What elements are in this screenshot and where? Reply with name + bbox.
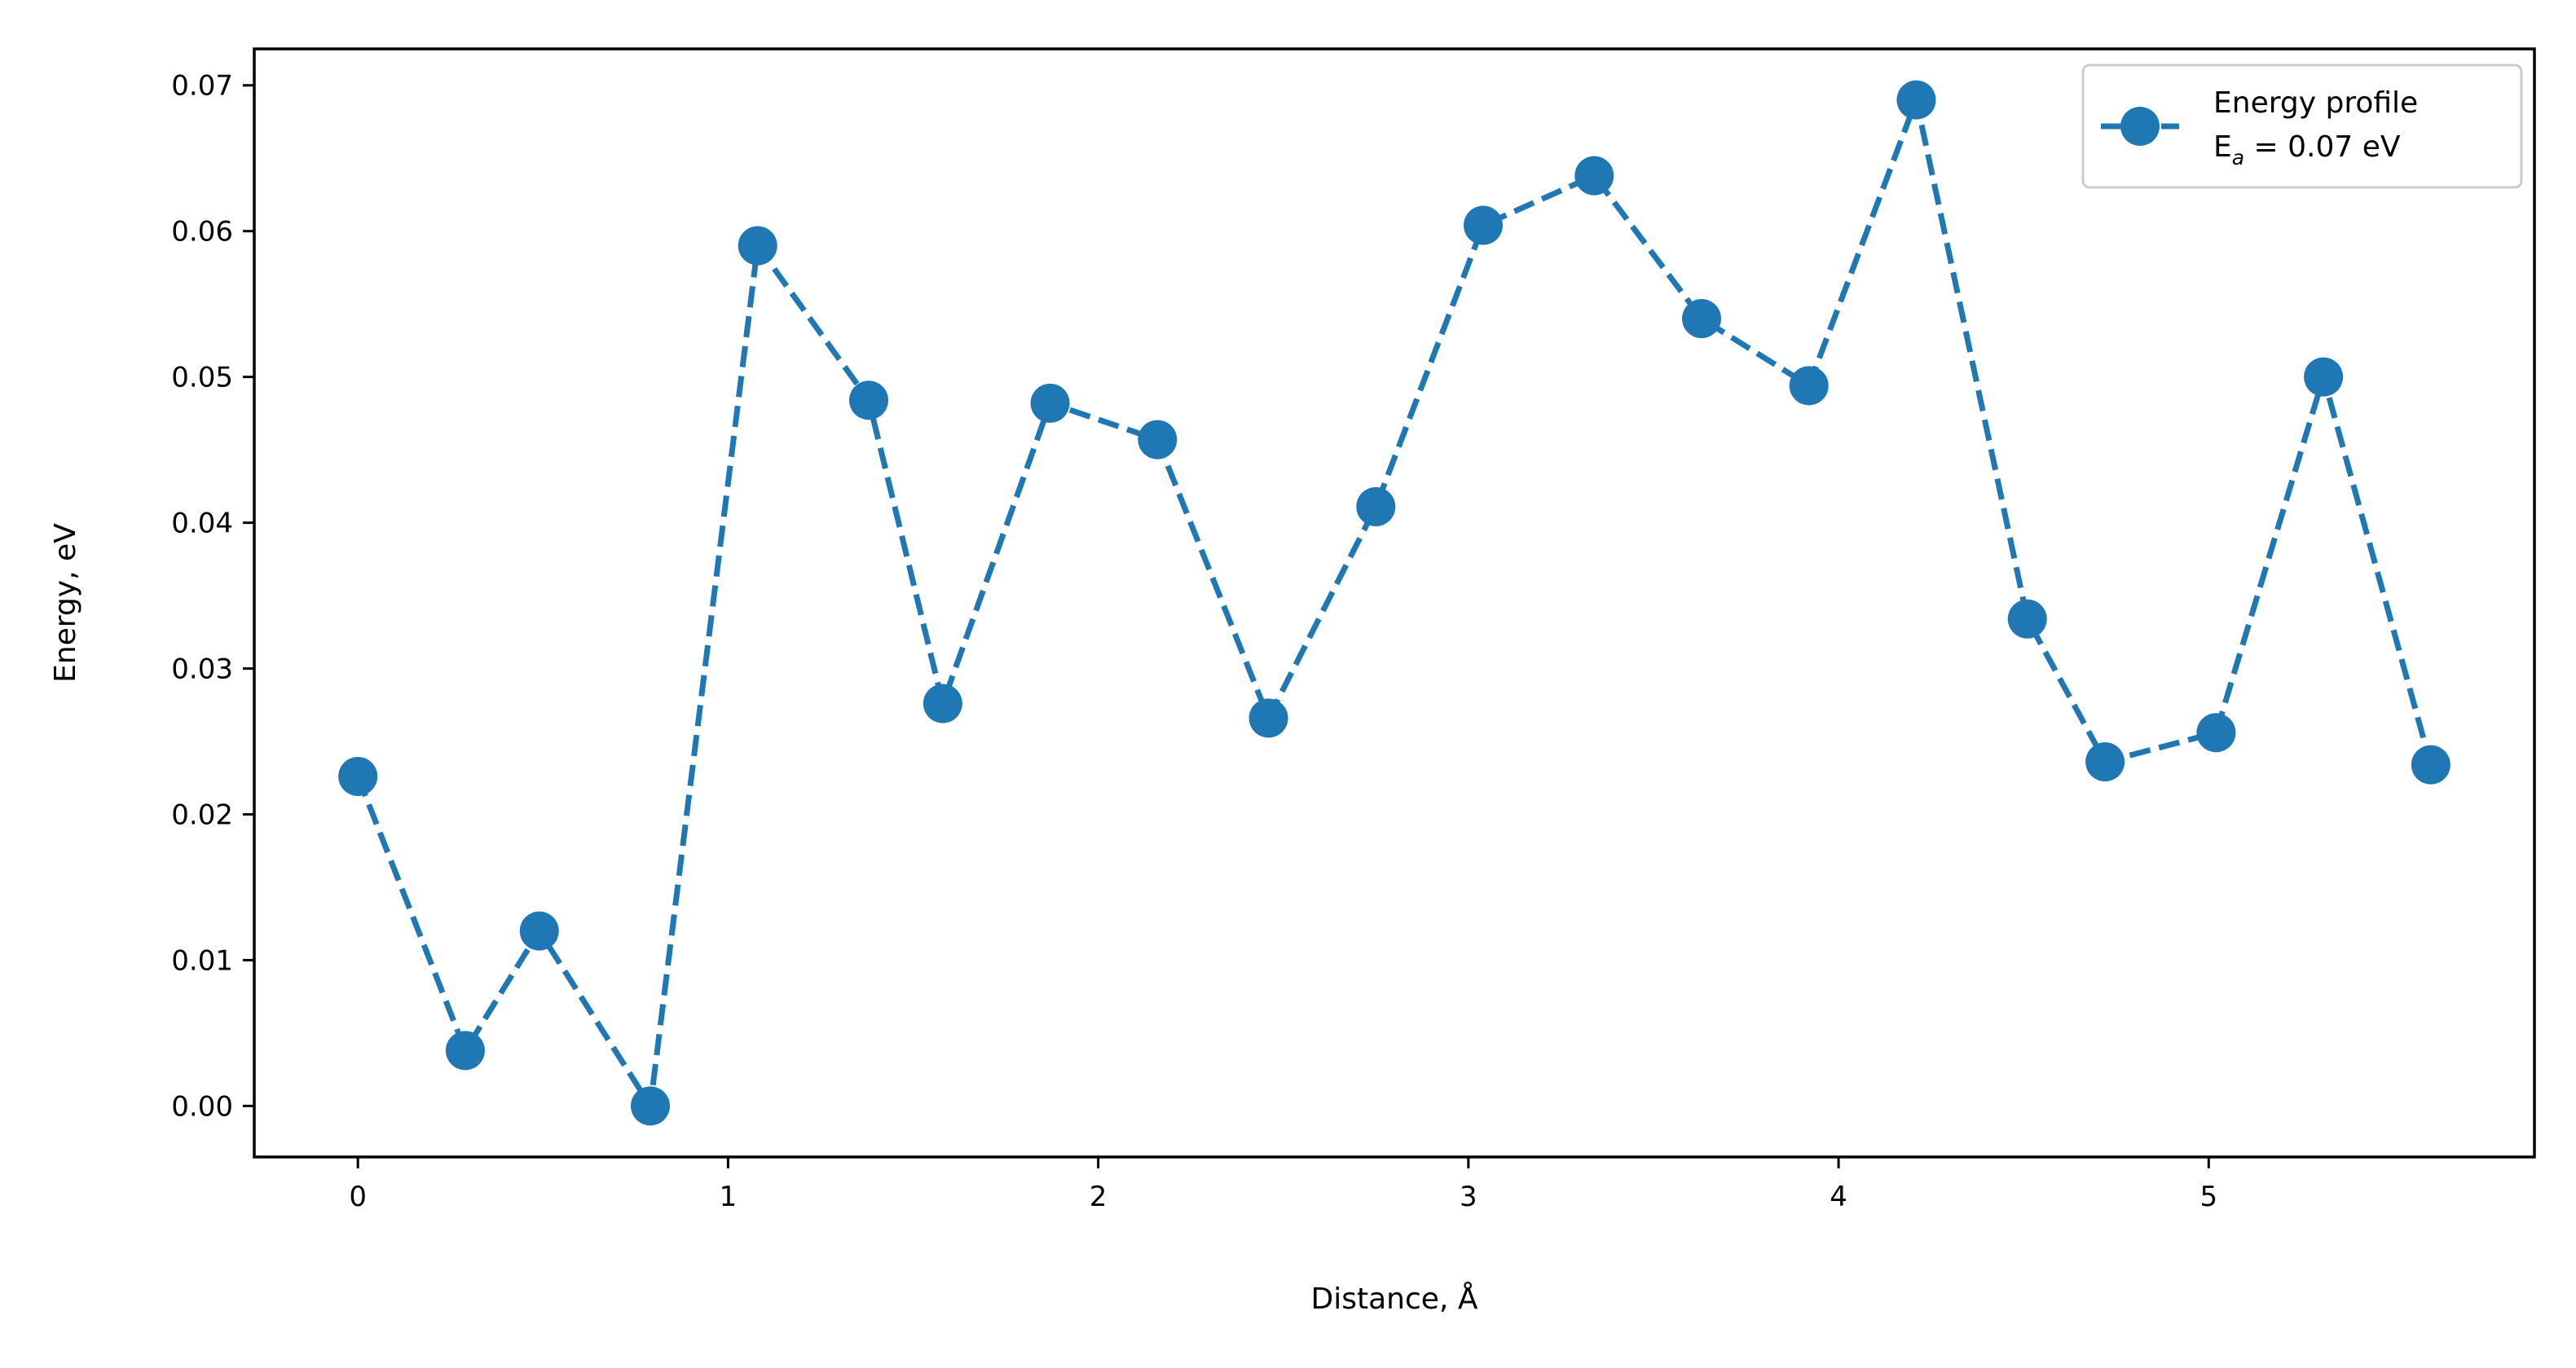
- y-tick-label: 0.05: [171, 362, 233, 394]
- axes-frame: [253, 47, 2536, 1159]
- data-point: [1248, 698, 1288, 738]
- series-line: [354, 97, 2434, 1109]
- y-tick-label: 0.01: [171, 944, 233, 977]
- y-tick-label: 0.07: [171, 70, 233, 103]
- x-tick-label: 0: [349, 1181, 367, 1213]
- x-tick-label: 1: [720, 1181, 738, 1213]
- data-point: [849, 380, 889, 420]
- data-point: [1138, 420, 1178, 460]
- data-point: [1896, 80, 1936, 120]
- legend: Energy profile Ea = 0.07 eV: [2081, 64, 2523, 189]
- legend-box: [2081, 64, 2523, 189]
- y-tick-label: 0.02: [171, 798, 233, 831]
- data-point: [519, 911, 559, 951]
- x-axis-label: Distance, Å: [1311, 1281, 1478, 1316]
- data-point: [1789, 366, 1829, 406]
- x-tick-label: 5: [2200, 1181, 2217, 1213]
- data-point: [1682, 299, 1722, 339]
- y-axis-label: Energy, eV: [49, 523, 82, 683]
- data-point: [923, 684, 962, 724]
- data-point: [445, 1031, 485, 1071]
- data-point: [2085, 742, 2125, 782]
- plot-area: [338, 80, 2451, 1126]
- legend-label-activation-energy: Ea = 0.07 eV: [2213, 130, 2401, 169]
- x-tick-label: 2: [1090, 1181, 1107, 1213]
- data-point: [1030, 383, 1070, 423]
- y-tick-label: 0.00: [171, 1090, 233, 1123]
- y-tick-label: 0.03: [171, 653, 233, 686]
- data-point: [338, 756, 378, 796]
- data-point: [1574, 156, 1614, 196]
- x-tick-label: 4: [1830, 1181, 1847, 1213]
- legend-label: Energy profile: [2213, 86, 2418, 120]
- x-tick-label: 3: [1460, 1181, 1477, 1213]
- data-point: [2007, 599, 2047, 639]
- data-point: [2411, 745, 2451, 785]
- data-point: [1356, 486, 1396, 526]
- data-point: [738, 226, 777, 266]
- data-point: [2304, 357, 2344, 397]
- data-point: [631, 1086, 671, 1126]
- data-point: [2196, 713, 2236, 753]
- x-axis: 0 1 2 3 4 5: [349, 1157, 2217, 1213]
- data-point: [1464, 205, 1504, 245]
- y-tick-label: 0.06: [171, 216, 233, 249]
- y-tick-label: 0.04: [171, 508, 233, 540]
- legend-handle-marker: [2120, 107, 2160, 146]
- y-axis: 0.00 0.01 0.02 0.03 0.04 0.05 0.06 0.07: [171, 70, 254, 1123]
